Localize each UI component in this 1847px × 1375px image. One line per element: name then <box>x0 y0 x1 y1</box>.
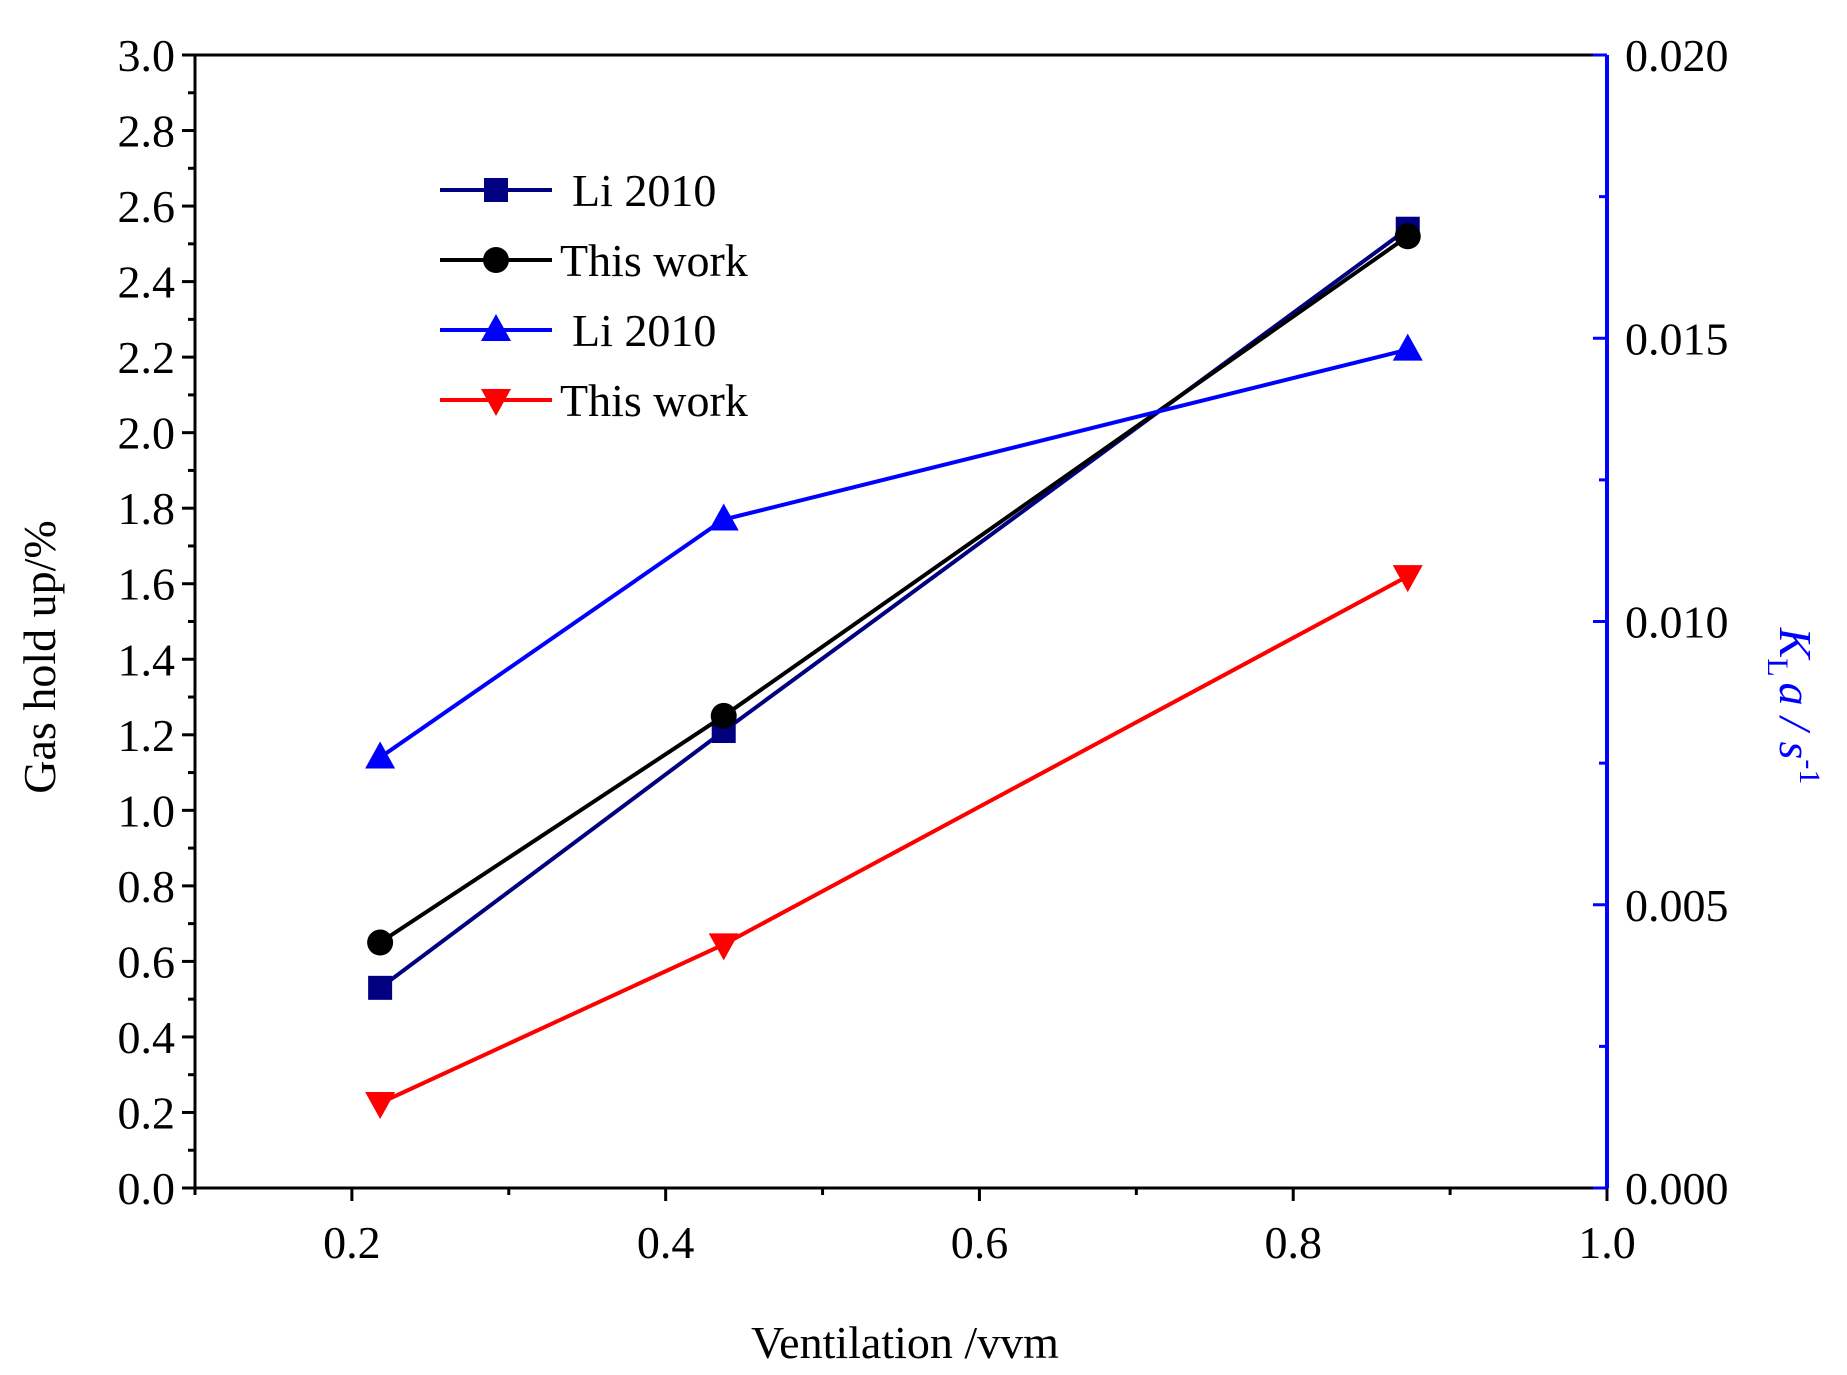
y-tick-label: 0.8 <box>118 861 176 912</box>
legend-label: Li 2010 <box>572 165 716 216</box>
series-2 <box>367 223 1421 956</box>
y2-axis-title: KLa / s-1 <box>1761 627 1826 785</box>
y2-tick-label: 0.010 <box>1625 597 1729 648</box>
y-tick-label: 1.8 <box>118 483 176 534</box>
legend: Li 2010 This work Li 2010 This work <box>440 165 748 426</box>
y-tick-label: 1.2 <box>118 710 176 761</box>
x-axis-title: Ventilation /vvm <box>751 1317 1059 1368</box>
data-point <box>710 702 737 729</box>
legend-label: This work <box>560 375 748 426</box>
x-tick-label: 1.0 <box>1578 1217 1636 1268</box>
series-3 <box>365 333 1423 769</box>
axes: 0.0 0.2 0.4 0.6 0.8 1.0 1.2 1.4 1.6 1.8 2.0 2.2 2.4 2… <box>118 30 1729 1268</box>
x-tick-label: 0.4 <box>637 1217 695 1268</box>
legend-marker <box>484 178 508 202</box>
x-tick-label: 0.6 <box>951 1217 1009 1268</box>
y-tick-label: 0.0 <box>118 1163 176 1214</box>
y2-title-main: K <box>1770 627 1821 661</box>
data-point <box>365 1092 396 1120</box>
data-point <box>708 503 739 531</box>
legend-label: This work <box>560 235 748 286</box>
data-point <box>708 933 739 961</box>
y2-tick-label: 0.005 <box>1625 880 1729 931</box>
y2-title-rest: a / s <box>1770 683 1821 760</box>
y-tick-label: 0.6 <box>118 936 176 987</box>
y-tick-label: 2.6 <box>118 181 176 232</box>
y-tick-label: 0.4 <box>118 1012 176 1063</box>
legend-item: This work <box>440 375 748 426</box>
x-tick-label: 0.2 <box>323 1217 381 1268</box>
legend-marker <box>481 389 511 416</box>
data-point <box>1392 333 1423 361</box>
data-point <box>367 929 394 956</box>
series-line <box>379 234 1409 945</box>
y-tick-label: 1.4 <box>118 634 176 685</box>
y2-tick-label: 0.000 <box>1625 1163 1729 1214</box>
y-tick-label: 1.0 <box>118 785 176 836</box>
y-tick-label: 0.2 <box>118 1087 176 1138</box>
y2-tick-label: 0.020 <box>1625 30 1729 81</box>
legend-item: Li 2010 <box>440 305 716 356</box>
series-1 <box>368 216 1420 1000</box>
y-tick-label: 2.8 <box>118 106 176 157</box>
series-line <box>378 347 1409 760</box>
y-tick-label: 2.2 <box>118 332 176 383</box>
y-axis-title: Gas hold up/% <box>14 520 65 793</box>
legend-item: This work <box>440 235 748 286</box>
y2-title-sup: -1 <box>1793 759 1826 784</box>
y-tick-label: 2.0 <box>118 408 176 459</box>
y2-title-sub: L <box>1761 658 1794 676</box>
y2-tick-label: 0.015 <box>1625 313 1729 364</box>
y-tick-label: 1.6 <box>118 559 176 610</box>
data-point <box>368 975 393 1000</box>
x-tick-label: 0.8 <box>1264 1217 1322 1268</box>
legend-marker <box>483 247 509 273</box>
series-4 <box>365 565 1423 1120</box>
y-tick-label: 3.0 <box>118 30 176 81</box>
plot-area <box>365 216 1423 1120</box>
data-point <box>365 741 396 769</box>
legend-label: Li 2010 <box>572 305 716 356</box>
legend-marker <box>481 314 511 341</box>
legend-item: Li 2010 <box>440 165 716 216</box>
y-tick-label: 2.4 <box>118 257 176 308</box>
data-point <box>1392 565 1423 593</box>
data-point <box>1394 223 1421 250</box>
